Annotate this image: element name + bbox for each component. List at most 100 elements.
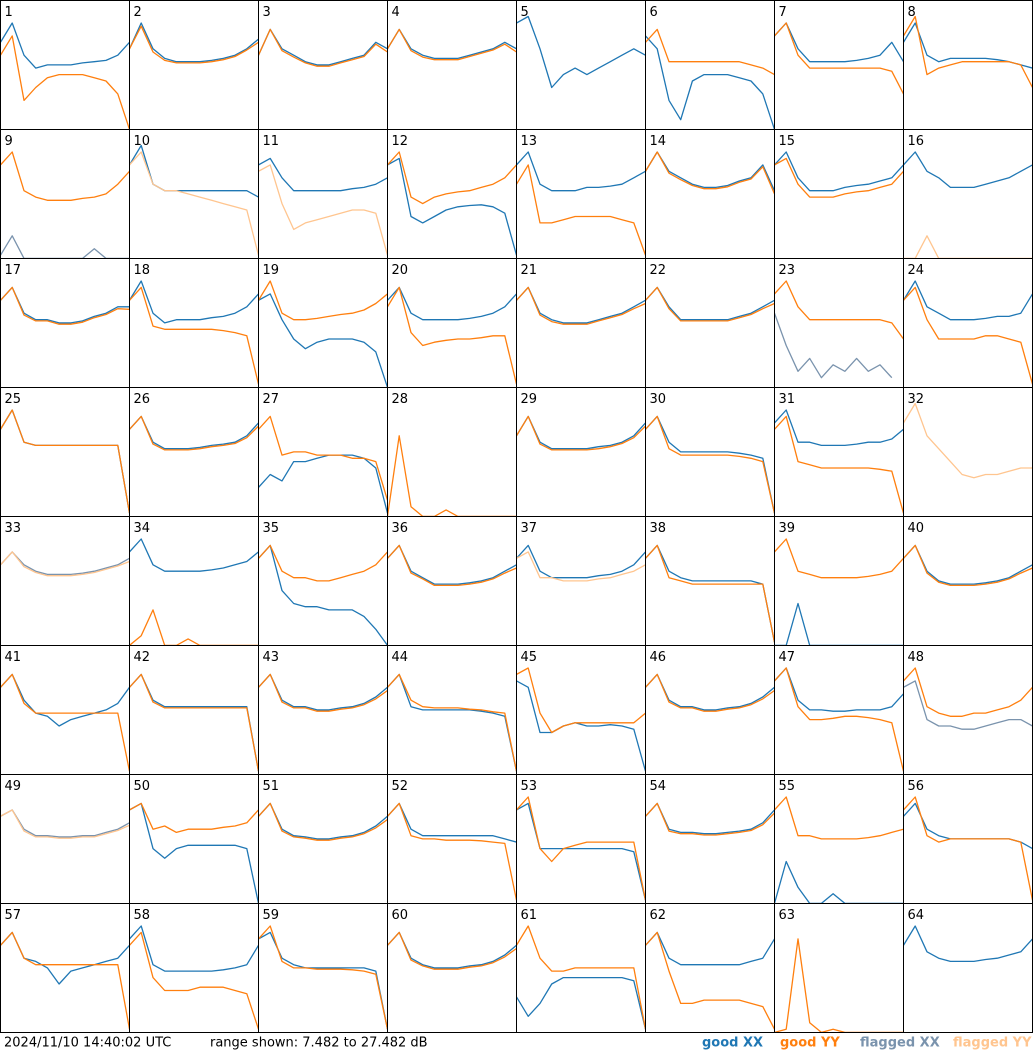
panel-number: 3 — [263, 5, 271, 20]
spectrum-line — [387, 28, 517, 61]
panel — [645, 151, 775, 195]
panel — [258, 157, 388, 256]
spectrum-line — [258, 28, 388, 66]
panel-number: 38 — [650, 521, 667, 536]
spectrum-line — [774, 22, 904, 95]
panel-border — [774, 0, 904, 130]
spectrum-line — [387, 28, 517, 60]
spectrum-line — [129, 25, 259, 64]
panel — [129, 415, 259, 451]
panel-number: 44 — [392, 650, 409, 665]
panel-number: 14 — [650, 134, 667, 149]
panel — [258, 802, 388, 841]
panel — [645, 673, 775, 712]
panel — [129, 22, 259, 64]
panel — [903, 796, 1033, 901]
panel — [387, 544, 517, 587]
spectrum-line — [903, 15, 1033, 88]
spectrum-line — [0, 151, 130, 201]
panel-number: 39 — [779, 521, 796, 536]
legend-entry: good YY — [780, 1036, 840, 1051]
spectrum-line — [516, 415, 646, 450]
panel — [387, 435, 517, 517]
panel — [258, 28, 388, 67]
panel-number: 41 — [5, 650, 22, 665]
spectrum-line — [516, 925, 646, 1030]
panel-number: 29 — [521, 392, 538, 407]
spectrum-line — [903, 280, 1033, 321]
panel-border — [387, 0, 517, 130]
panel — [903, 15, 1033, 88]
panel — [0, 551, 130, 577]
panel-number: 25 — [5, 392, 22, 407]
panel — [129, 144, 259, 256]
spectrum-line — [645, 151, 775, 191]
spectrum-line — [774, 157, 904, 198]
spectrum-line — [516, 680, 646, 772]
spectrum-line — [645, 931, 775, 966]
panel — [903, 402, 1033, 479]
panel-number: 40 — [908, 521, 925, 536]
panel-number: 28 — [392, 392, 409, 407]
panel — [903, 280, 1033, 385]
panel-number: 19 — [263, 263, 280, 278]
panel-number: 57 — [5, 908, 22, 923]
spectrum-line — [774, 151, 904, 192]
spectrum-line — [774, 860, 904, 904]
spectrum-line — [0, 235, 130, 259]
spectrum-line — [0, 35, 130, 130]
spectrum-line — [516, 551, 646, 582]
spectrum-line — [0, 286, 130, 325]
spectrum-line — [258, 673, 388, 712]
panel — [774, 151, 904, 198]
panel — [129, 538, 259, 646]
panel — [774, 409, 904, 514]
spectrum-line — [645, 673, 775, 712]
spectrum-line — [903, 796, 1033, 901]
spectrum-line — [258, 293, 388, 388]
panel — [774, 667, 904, 772]
panel — [258, 673, 388, 712]
spectrum-line — [387, 157, 517, 256]
panel — [258, 415, 388, 514]
panel-number: 54 — [650, 779, 667, 794]
panel — [0, 931, 130, 1030]
spectrum-line — [903, 235, 1033, 259]
panel — [645, 931, 775, 1030]
panel-number: 46 — [650, 650, 667, 665]
panel-number: 33 — [5, 521, 22, 536]
spectrum-line — [774, 938, 904, 1033]
spectrum-line — [258, 28, 388, 67]
legend-entry: flagged XX — [860, 1036, 940, 1051]
panel — [516, 151, 646, 256]
panel — [645, 415, 775, 514]
spectrum-line — [516, 164, 646, 256]
legend-entry: flagged YY — [953, 1036, 1032, 1051]
panel-number: 50 — [134, 779, 151, 794]
panel — [258, 280, 388, 388]
spectrum-line — [129, 609, 259, 646]
panel-number: 15 — [779, 134, 796, 149]
panel-number: 53 — [521, 779, 538, 794]
panel-number: 56 — [908, 779, 925, 794]
panel-number: 62 — [650, 908, 667, 923]
panel — [645, 802, 775, 836]
panel-number: 6 — [650, 5, 658, 20]
panel-number: 43 — [263, 650, 280, 665]
legend-entry: good XX — [702, 1036, 763, 1051]
panel — [387, 931, 517, 970]
spectrum-line — [774, 796, 904, 840]
panel — [0, 151, 130, 259]
spectrum-line — [774, 280, 904, 340]
spectrum-line — [387, 544, 517, 587]
spectrum-line — [258, 544, 388, 582]
range-label: range shown: 7.482 to 27.482 dB — [210, 1036, 428, 1051]
panel — [903, 925, 1033, 963]
panel-border — [129, 0, 259, 130]
panel-number: 32 — [908, 392, 925, 407]
panel-number: 17 — [5, 263, 22, 278]
panel — [387, 673, 517, 772]
spectrum-line — [645, 286, 775, 321]
spectrum-line — [387, 286, 517, 385]
panel-number: 5 — [521, 5, 529, 20]
